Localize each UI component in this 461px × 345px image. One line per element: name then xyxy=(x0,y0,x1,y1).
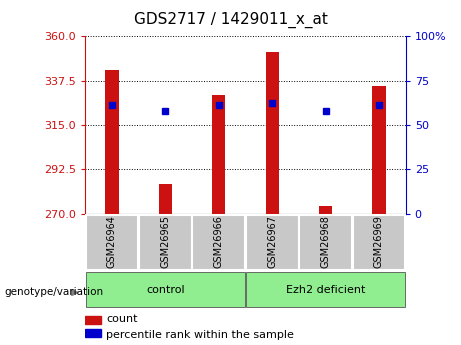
FancyBboxPatch shape xyxy=(353,215,405,270)
Text: GSM26966: GSM26966 xyxy=(214,215,224,268)
FancyBboxPatch shape xyxy=(86,272,245,307)
Bar xyxy=(105,70,118,214)
FancyBboxPatch shape xyxy=(246,215,299,270)
Bar xyxy=(85,329,101,337)
Text: count: count xyxy=(106,314,137,324)
FancyBboxPatch shape xyxy=(246,272,405,307)
Text: GDS2717 / 1429011_x_at: GDS2717 / 1429011_x_at xyxy=(134,12,327,28)
Text: GSM26969: GSM26969 xyxy=(374,215,384,268)
FancyBboxPatch shape xyxy=(299,215,352,270)
Text: Ezh2 deficient: Ezh2 deficient xyxy=(286,285,365,295)
Text: GSM26964: GSM26964 xyxy=(107,215,117,268)
Text: control: control xyxy=(146,285,185,295)
Bar xyxy=(85,316,101,324)
FancyBboxPatch shape xyxy=(139,215,192,270)
Bar xyxy=(266,52,279,214)
Text: GSM26965: GSM26965 xyxy=(160,215,171,268)
Bar xyxy=(372,86,386,214)
Bar xyxy=(212,96,225,214)
Bar xyxy=(159,184,172,214)
Text: genotype/variation: genotype/variation xyxy=(5,287,104,296)
Text: GSM26968: GSM26968 xyxy=(320,215,331,268)
Text: GSM26967: GSM26967 xyxy=(267,215,277,268)
Bar xyxy=(319,206,332,214)
FancyBboxPatch shape xyxy=(192,215,245,270)
FancyBboxPatch shape xyxy=(86,215,138,270)
Text: percentile rank within the sample: percentile rank within the sample xyxy=(106,330,294,339)
